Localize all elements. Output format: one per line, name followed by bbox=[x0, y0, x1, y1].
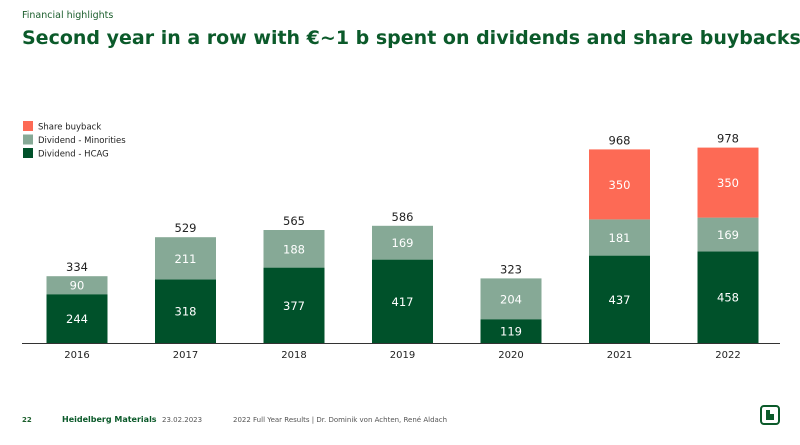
bar-2022-dividend-minorities bbox=[697, 217, 759, 252]
bar-label-2021-dividend-minorities: 181 bbox=[609, 231, 631, 245]
total-label-2018: 565 bbox=[283, 214, 305, 228]
bar-label-2018-dividend-minorities: 188 bbox=[283, 242, 305, 256]
bar-label-2019-dividend-minorities: 169 bbox=[392, 236, 414, 250]
x-axis: 2016 2017 2018 2019 2020 2021 2022 bbox=[22, 343, 780, 361]
x-tick-label-2017: 2017 bbox=[173, 350, 198, 361]
bar-2021-dividend-hcag bbox=[589, 255, 650, 343]
legend-swatch-share-buyback bbox=[23, 121, 33, 131]
bar-label-2020-dividend-minorities: 204 bbox=[500, 292, 522, 306]
total-label-2022: 978 bbox=[717, 132, 739, 146]
bar-2019-dividend-hcag bbox=[372, 259, 433, 343]
x-tick-label-2016: 2016 bbox=[64, 350, 89, 361]
x-tick-label-2020: 2020 bbox=[498, 350, 523, 361]
bar-label-2020-dividend-hcag: 119 bbox=[500, 325, 522, 339]
bar-label-2019-dividend-hcag: 417 bbox=[392, 295, 414, 309]
x-tick-label-2022: 2022 bbox=[715, 350, 740, 361]
x-tick-label-2019: 2019 bbox=[390, 350, 415, 361]
bar-2021-share-buyback bbox=[589, 149, 650, 220]
footer-brand: Heidelberg Materials bbox=[62, 415, 157, 424]
legend-label-dividend-minorities: Dividend - Minorities bbox=[38, 136, 126, 146]
total-label-2016: 334 bbox=[66, 260, 88, 274]
bar-label-2021-share-buyback: 350 bbox=[609, 178, 631, 192]
bar-2017-dividend-hcag bbox=[155, 279, 216, 343]
bar-label-2016-dividend-minorities: 90 bbox=[70, 279, 85, 293]
bar-label-2021-dividend-hcag: 437 bbox=[609, 293, 631, 307]
x-tick-label-2021: 2021 bbox=[607, 350, 632, 361]
bar-2016-dividend-hcag bbox=[46, 294, 108, 343]
total-label-2020: 323 bbox=[500, 262, 522, 276]
total-label-2019: 586 bbox=[392, 210, 414, 224]
bar-label-2017-dividend-hcag: 318 bbox=[175, 305, 197, 319]
bar-2020-dividend-hcag bbox=[480, 319, 542, 343]
bar-2020-dividend-minorities bbox=[480, 278, 542, 320]
section-kicker: Financial highlights bbox=[22, 10, 114, 21]
page-number: 22 bbox=[22, 416, 32, 424]
bar-2018-dividend-hcag bbox=[263, 267, 325, 343]
bar-2022-share-buyback bbox=[697, 147, 759, 218]
bar-label-2022-dividend-hcag: 458 bbox=[717, 291, 739, 305]
bar-2017-dividend-minorities bbox=[155, 237, 216, 280]
bar-2021-dividend-minorities bbox=[589, 219, 650, 256]
bar-label-2022-dividend-minorities: 169 bbox=[717, 228, 739, 242]
bar-2016-dividend-minorities bbox=[46, 276, 108, 295]
bar-label-2018-dividend-hcag: 377 bbox=[283, 299, 305, 313]
bar-label-2017-dividend-minorities: 211 bbox=[175, 252, 197, 266]
footer-presenters: 2022 Full Year Results | Dr. Dominik von… bbox=[233, 416, 448, 424]
footer-date: 23.02.2023 bbox=[162, 416, 203, 424]
x-tick-label-2018: 2018 bbox=[281, 350, 306, 361]
legend-swatch-dividend-minorities bbox=[23, 134, 33, 145]
legend-label-share-buyback: Share buyback bbox=[38, 123, 101, 133]
bar-2018-dividend-minorities bbox=[263, 230, 325, 268]
bar-label-2022-share-buyback: 350 bbox=[717, 176, 739, 190]
slide-title: Second year in a row with €~1 b spent on… bbox=[22, 27, 800, 49]
total-label-2021: 968 bbox=[609, 133, 631, 147]
bar-label-2016-dividend-hcag: 244 bbox=[66, 312, 88, 326]
total-label-2017: 529 bbox=[175, 221, 197, 235]
chart-bars: 244 90 334 318 211 529 377 188 565 417 169 586 119 20… bbox=[46, 132, 759, 343]
legend-swatch-dividend-hcag bbox=[23, 148, 33, 158]
brand-logo-icon bbox=[760, 405, 780, 425]
bar-2022-dividend-hcag bbox=[697, 251, 759, 343]
chart-legend: Share buyback Dividend - Minorities Divide… bbox=[23, 121, 126, 160]
legend-label-dividend-hcag: Dividend - HCAG bbox=[38, 150, 109, 160]
bar-2019-dividend-minorities bbox=[372, 225, 433, 260]
